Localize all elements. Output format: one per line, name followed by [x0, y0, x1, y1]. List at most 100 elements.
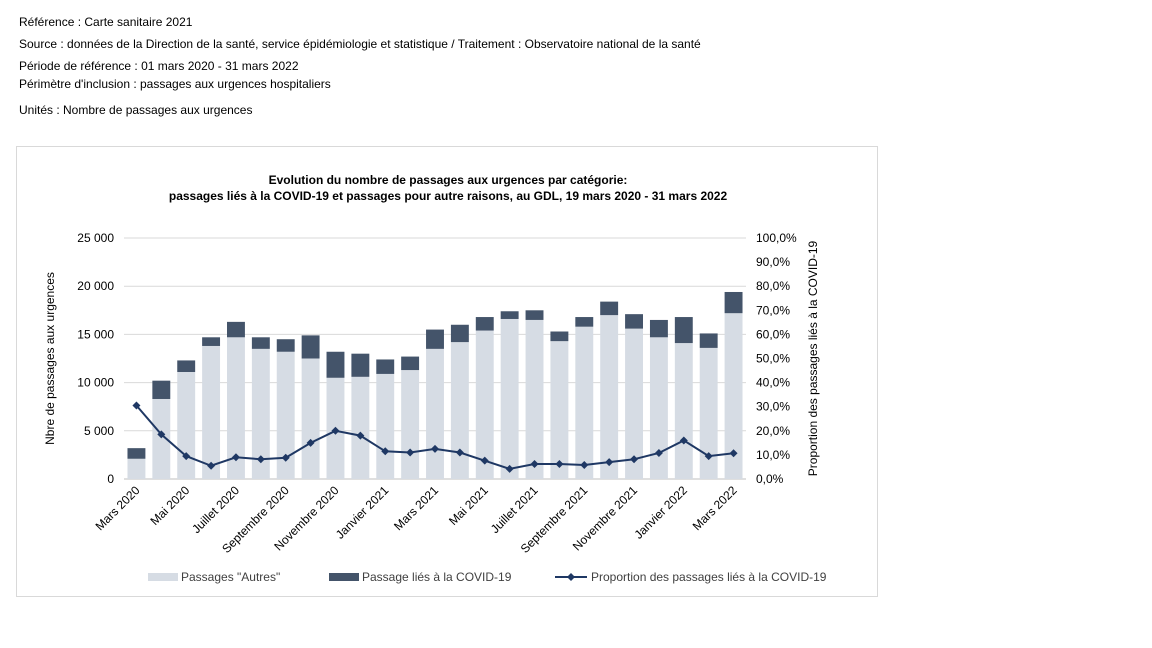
- y-tick-label: 15 000: [77, 327, 114, 341]
- x-tick-label: Juillet 2021: [488, 483, 541, 536]
- proportion-marker: [231, 453, 240, 462]
- y-tick-label: 20 000: [77, 279, 114, 293]
- proportion-marker: [580, 461, 589, 470]
- y2-tick-label: 90,0%: [756, 255, 790, 269]
- proportion-marker: [157, 430, 166, 439]
- bar-covid: [475, 317, 494, 331]
- proportion-marker: [182, 452, 191, 461]
- bar-autres: [276, 351, 295, 479]
- proportion-marker: [256, 455, 265, 464]
- proportion-marker: [306, 438, 315, 447]
- bar-autres: [500, 318, 519, 479]
- y2-tick-label: 10,0%: [756, 448, 790, 462]
- meta-scope: Périmètre d'inclusion : passages aux urg…: [19, 77, 331, 91]
- bar-autres: [227, 337, 245, 479]
- bar-autres: [426, 348, 444, 479]
- proportion-marker: [331, 426, 340, 435]
- bar-covid: [127, 448, 146, 459]
- y-tick-label: 0: [107, 472, 114, 486]
- proportion-marker: [381, 447, 390, 456]
- proportion-marker: [132, 401, 141, 410]
- bar-covid: [376, 359, 395, 374]
- bar-covid: [177, 360, 196, 372]
- bar-covid: [500, 311, 519, 319]
- bar-autres: [625, 328, 643, 479]
- bar-covid: [401, 356, 420, 371]
- x-tick-label: Mars 2020: [93, 483, 143, 533]
- y2-tick-label: 60,0%: [756, 327, 790, 341]
- bar-covid: [724, 291, 743, 314]
- chart-title-line2: passages liés à la COVID-19 et passages …: [168, 189, 728, 203]
- proportion-marker: [281, 453, 290, 462]
- y2-tick-label: 30,0%: [756, 400, 790, 414]
- y-tick-label: 25 000: [77, 231, 114, 245]
- proportion-marker: [505, 464, 514, 473]
- y2-axis-title: Proportion des passages liés à la COVID-…: [806, 240, 820, 476]
- bar-autres: [450, 342, 469, 479]
- bar-covid: [450, 324, 469, 343]
- proportion-marker: [729, 449, 738, 458]
- proportion-marker: [679, 436, 688, 445]
- x-tick-label: Juillet 2020: [189, 483, 242, 536]
- bar-autres: [475, 330, 494, 479]
- proportion-marker: [654, 448, 663, 457]
- bar-covid: [227, 321, 245, 338]
- bar-covid: [326, 351, 345, 378]
- bar-autres: [127, 458, 146, 479]
- y2-tick-label: 0,0%: [756, 472, 784, 486]
- legend-label-covid: Passage liés à la COVID-19: [362, 570, 512, 584]
- chart-title-line1: Evolution du nombre de passages aux urge…: [268, 173, 628, 187]
- legend-swatch-covid: [329, 573, 359, 581]
- chart-svg: 0 5 000 10 000 15 000 20 000 25 000 0,0% 10,0% 2…: [43, 231, 827, 584]
- bar-autres: [202, 345, 221, 479]
- bar-covid: [426, 329, 444, 349]
- y-axis-title: Nbre de passages aux urgences: [43, 272, 57, 445]
- y2-tick-label: 50,0%: [756, 352, 790, 366]
- bar-autres: [376, 373, 395, 479]
- proportion-marker: [530, 460, 539, 469]
- x-tick-label: Janvier 2021: [333, 483, 392, 542]
- y2-tick-label: 80,0%: [756, 279, 790, 293]
- bar-autres: [251, 348, 270, 479]
- x-tick-label: Mai 2021: [446, 483, 491, 528]
- bar-covid: [276, 339, 295, 352]
- proportion-marker: [431, 444, 439, 453]
- bar-covid: [550, 331, 569, 342]
- bar-autres: [177, 371, 196, 479]
- bar-autres: [152, 398, 171, 479]
- bar-autres: [649, 337, 668, 479]
- bar-covid: [202, 337, 221, 346]
- proportion-marker: [480, 456, 489, 465]
- proportion-marker: [630, 455, 639, 464]
- legend-label-autres: Passages "Autres": [181, 570, 280, 584]
- x-tick-label: Mars 2022: [690, 483, 740, 533]
- bar-covid: [649, 319, 668, 338]
- bar-autres: [525, 319, 544, 479]
- legend-swatch-autres: [148, 573, 178, 581]
- bar-autres: [699, 347, 718, 479]
- x-tick-label: Mai 2020: [148, 483, 193, 528]
- proportion-marker: [555, 460, 564, 469]
- meta-period: Période de référence : 01 mars 2020 - 31…: [19, 59, 299, 73]
- x-tick-label: Janvier 2022: [631, 483, 690, 542]
- proportion-marker: [605, 458, 614, 467]
- meta-reference: Référence : Carte sanitaire 2021: [19, 15, 193, 29]
- y2-tick-label: 20,0%: [756, 424, 790, 438]
- meta-source: Source : données de la Direction de la s…: [19, 37, 701, 51]
- y2-tick-label: 100,0%: [756, 231, 797, 245]
- bar-covid: [600, 301, 619, 316]
- y-tick-label: 10 000: [77, 376, 114, 390]
- bar-covid: [301, 335, 320, 359]
- bar-covid: [351, 353, 370, 377]
- proportion-marker: [455, 448, 464, 457]
- bar-covid: [525, 310, 544, 320]
- bar-covid: [575, 317, 594, 327]
- proportion-marker: [704, 452, 713, 461]
- bar-autres: [351, 376, 370, 479]
- meta-units: Unités : Nombre de passages aux urgences: [19, 103, 253, 117]
- proportion-marker: [406, 448, 415, 457]
- y2-tick-label: 70,0%: [756, 303, 790, 317]
- bar-autres: [724, 313, 743, 479]
- legend-label-proportion: Proportion des passages liés à la COVID-…: [591, 570, 827, 584]
- bar-autres: [575, 326, 594, 479]
